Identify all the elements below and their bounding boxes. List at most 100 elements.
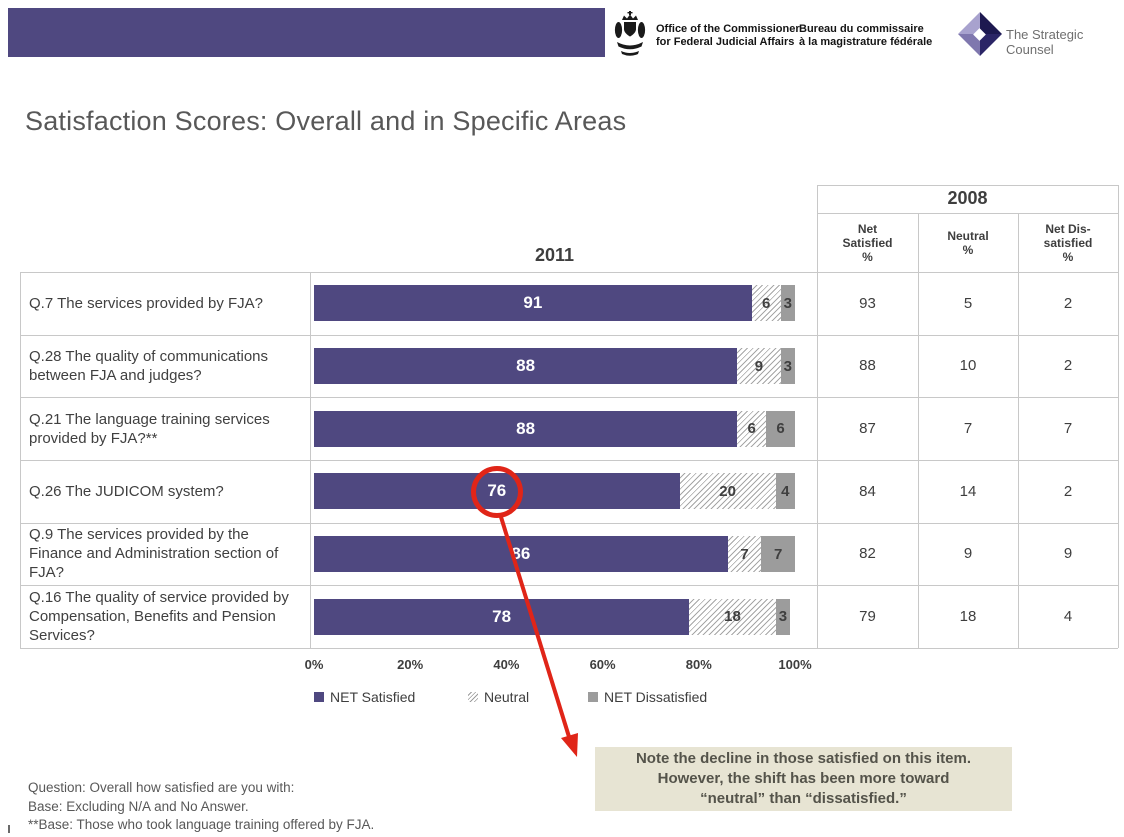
bar-value-label: 3 <box>783 294 792 312</box>
bar-segment-net-satisfied: 78 <box>314 598 690 635</box>
legend-item-neutral: Neutral <box>468 689 529 705</box>
grid-border-line <box>817 185 1118 186</box>
grid-border-line <box>918 213 919 648</box>
table-2008-cell: 93 <box>859 294 876 312</box>
bar-segment-net-dissatisfied: 3 <box>780 285 795 322</box>
table-header-net-satisfied: Net Satisfied % <box>842 221 893 264</box>
grid-border-line <box>20 648 1118 649</box>
question-label: Q.21 The language training services prov… <box>29 410 270 447</box>
bar-segment-net-dissatisfied: 4 <box>775 473 795 510</box>
page-title: Satisfaction Scores: Overall and in Spec… <box>25 106 627 136</box>
bar-value-label: 4 <box>781 482 790 500</box>
grid-border-line <box>310 272 311 648</box>
grid-border-line <box>817 213 1118 214</box>
question-label: Q.26 The JUDICOM system? <box>29 482 224 500</box>
table-2008-cell: 18 <box>959 608 977 626</box>
strategic-counsel-label: The Strategic Counsel <box>1006 27 1084 57</box>
question-label: Q.28 The quality of communications betwe… <box>29 347 269 384</box>
legend-item-net-satisfied: NET Satisfied <box>314 689 415 705</box>
table-2008-cell: 2 <box>1063 357 1073 375</box>
table-2008-cell: 5 <box>963 294 973 312</box>
grid-border-line <box>20 334 1118 336</box>
footnote-question: Question: Overall how satisfied are you … <box>28 780 295 795</box>
grid-border-line <box>20 397 1118 399</box>
grid-border-line <box>20 272 21 648</box>
bar-segment-net-dissatisfied: 3 <box>780 348 795 384</box>
net-satisfied-swatch-icon <box>314 692 324 702</box>
bar-value-label: 3 <box>778 608 788 626</box>
table-2008-cell: 7 <box>1063 420 1073 438</box>
strategic-counsel-diamond-icon <box>956 10 1004 58</box>
grid-border-line <box>20 460 1118 461</box>
bar-segment-neutral: 20 <box>679 473 776 510</box>
bar-value-label: 9 <box>754 357 764 375</box>
canada-coat-of-arms-icon <box>611 11 649 57</box>
org-name-english-line2: for Federal Judicial Affairs <box>656 36 795 48</box>
bar-value-label: 88 <box>516 356 536 375</box>
bar-value-label: 88 <box>516 418 536 438</box>
bar-segment-net-satisfied: 86 <box>314 536 728 572</box>
bar-value-label: 6 <box>747 420 756 438</box>
question-label: Q.16 The quality of service provided by … <box>29 589 289 645</box>
x-axis-tick-label: 20% <box>397 657 424 672</box>
table-2008-cell: 82 <box>859 545 876 563</box>
table-header-net-dissatisfied: Net Dis- satisfied % <box>1043 221 1093 264</box>
bar-segment-net-dissatisfied: 6 <box>766 410 795 447</box>
footnote-base-language: **Base: Those who took language training… <box>28 817 375 832</box>
table-header-neutral: Neutral % <box>947 228 989 257</box>
table-2008-cell: 10 <box>959 357 977 375</box>
bar-value-label: 18 <box>724 608 741 626</box>
grid-border-line <box>1018 213 1019 648</box>
bar-value-label: 7 <box>773 545 783 563</box>
x-axis-tick-label: 40% <box>493 657 520 672</box>
table-2008-cell: 79 <box>859 608 876 626</box>
org-name-french: Bureau du commissaire à la magistrature … <box>799 23 932 49</box>
stacked-bar: 88 9 3 <box>314 348 795 384</box>
bar-value-label: 6 <box>761 294 771 312</box>
highlight-circle-annotation <box>471 466 523 518</box>
org-name-english: Office of the Commissioner for Federal J… <box>656 23 800 49</box>
stray-mark <box>8 825 10 833</box>
legend-item-net-dissatisfied: NET Dissatisfied <box>588 689 707 705</box>
header-accent-bar <box>8 8 605 57</box>
bar-segment-net-dissatisfied: 7 <box>761 536 795 572</box>
bar-value-label: 7 <box>740 545 749 563</box>
stacked-bar: 76 20 4 <box>314 473 795 510</box>
question-label: Q.9 The services provided by the Finance… <box>29 526 279 582</box>
bar-segment-net-satisfied: 88 <box>314 410 738 447</box>
bar-segment-neutral: 9 <box>737 348 781 384</box>
table-2008-cell: 7 <box>963 420 973 438</box>
bar-segment-net-satisfied: 91 <box>314 285 752 322</box>
footnotes: Question: Overall how satisfied are you … <box>28 779 374 835</box>
bar-value-label: 6 <box>776 420 785 438</box>
table-2008-cell: 14 <box>959 482 977 500</box>
grid-border-line <box>817 185 818 648</box>
table-2008-cell: 4 <box>1063 608 1073 626</box>
stacked-bar: 86 7 7 <box>314 536 795 572</box>
table-2008-cell: 9 <box>963 545 973 563</box>
footnote-base: Base: Excluding N/A and No Answer. <box>28 798 249 814</box>
bar-segment-neutral: 18 <box>689 598 776 635</box>
bar-value-label: 86 <box>511 544 531 563</box>
bar-value-label: 3 <box>783 357 792 375</box>
stacked-bar: 78 18 3 <box>314 598 791 635</box>
org-name-english-line1: Office of the Commissioner <box>656 23 800 35</box>
table-2008-cell: 2 <box>1063 294 1073 312</box>
bar-segment-neutral: 7 <box>727 536 762 572</box>
x-axis-tick-label: 100% <box>778 657 812 672</box>
bar-segment-net-dissatisfied: 3 <box>775 598 791 635</box>
grid-border-line <box>20 522 1118 524</box>
x-axis-tick-label: 80% <box>685 657 712 672</box>
org-name-french-line2: à la magistrature fédérale <box>799 36 933 48</box>
table-2008-cell: 87 <box>859 420 876 438</box>
neutral-swatch-icon <box>468 692 478 702</box>
legend-label-net-satisfied: NET Satisfied <box>330 689 416 705</box>
bar-value-label: 20 <box>719 482 736 500</box>
grid-border-line <box>1118 185 1119 648</box>
net-dissatisfied-swatch-icon <box>588 692 598 702</box>
table-2008-cell: 88 <box>859 357 876 375</box>
chart-year-2011-heading: 2011 <box>534 245 575 265</box>
note-callout: Note the decline in those satisfied on t… <box>595 747 1012 811</box>
org-name-french-line1: Bureau du commissaire <box>799 23 924 35</box>
